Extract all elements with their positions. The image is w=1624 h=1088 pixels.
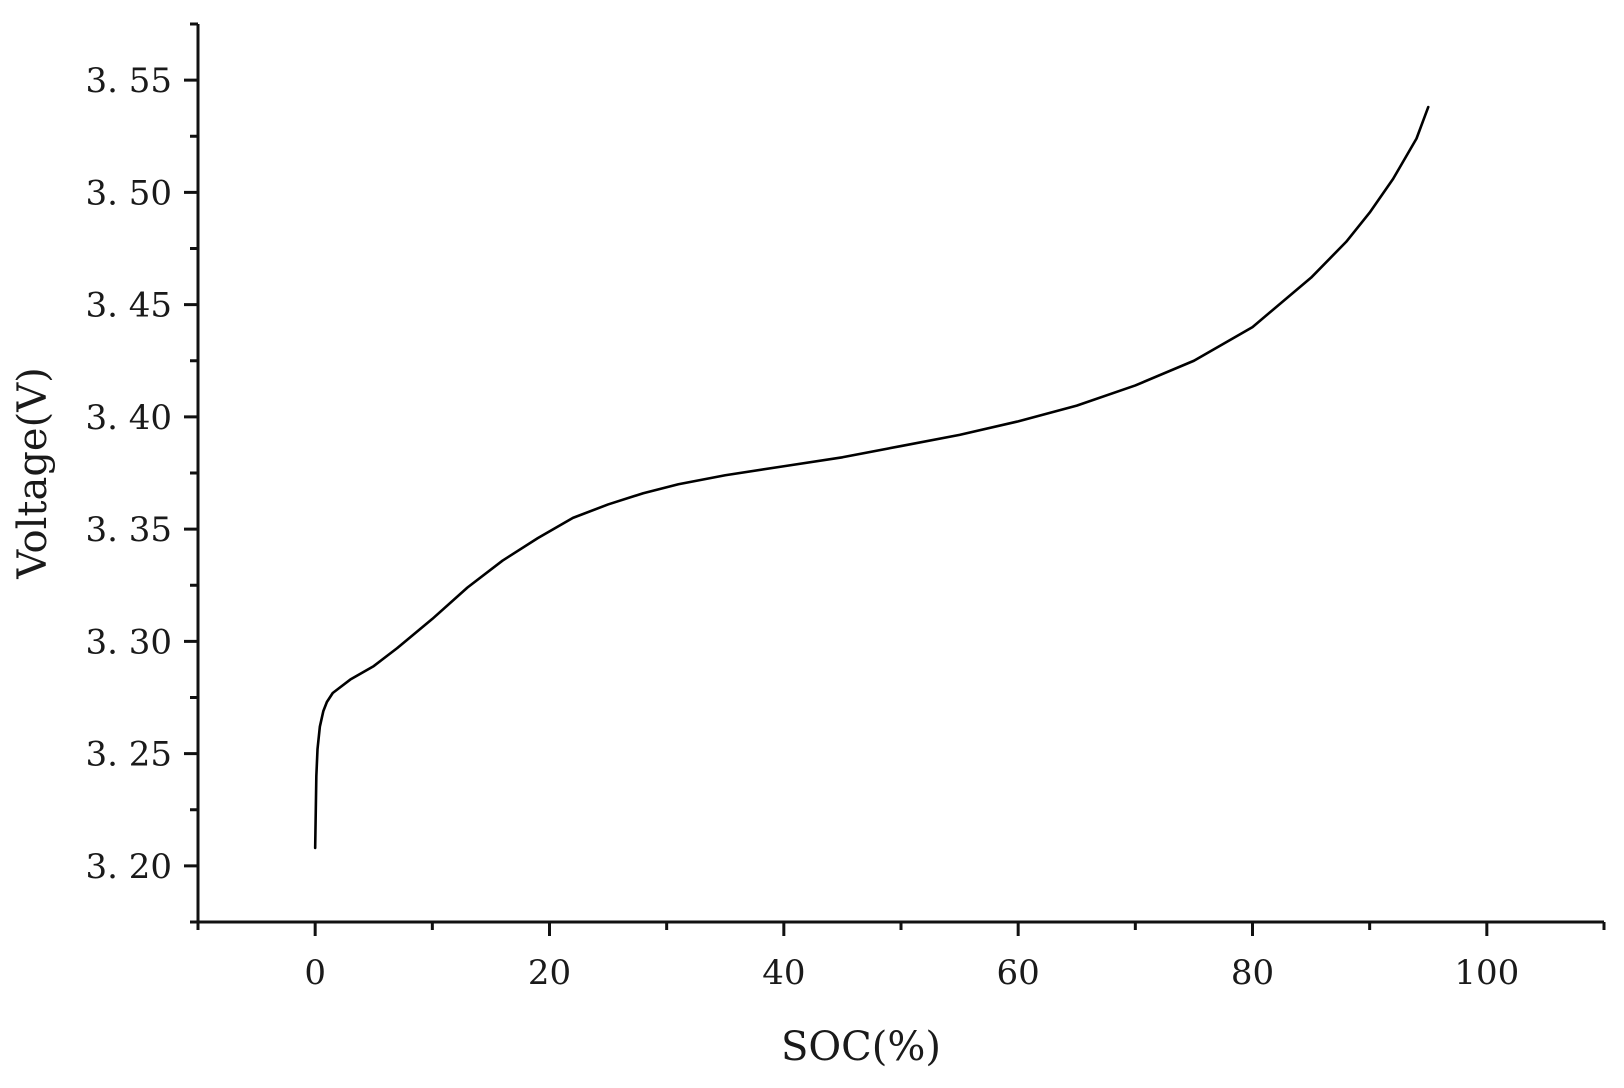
x-axis-title: SOC(%) [781,1024,941,1070]
series-line-0 [313,105,1430,850]
y-tick-label: 3. 50 [85,173,172,213]
y-tick-label: 3. 25 [85,735,172,775]
y-tick-label: 3. 35 [85,510,172,550]
y-tick-label: 3. 20 [85,847,172,887]
axes [196,24,1604,924]
y-tick-label: 3. 40 [85,398,172,438]
x-tick-label: 0 [304,953,326,993]
tick-labels: 0 20 40 60 80 100 3. 20 3. 25 3. 30 3. 35 3. 40 3. … [85,61,1519,993]
x-tick-label: 40 [762,953,805,993]
y-tick-label: 3. 45 [85,286,172,326]
x-tick-label: 100 [1454,953,1519,993]
y-tick-label: 3. 30 [85,622,172,662]
y-axis-title: Voltage(V) [10,367,56,579]
ticks [184,22,1606,936]
y-tick-label: 3. 55 [85,61,172,101]
x-tick-label: 80 [1231,953,1274,993]
series [313,105,1430,850]
x-tick-label: 60 [997,953,1040,993]
x-tick-label: 20 [528,953,571,993]
